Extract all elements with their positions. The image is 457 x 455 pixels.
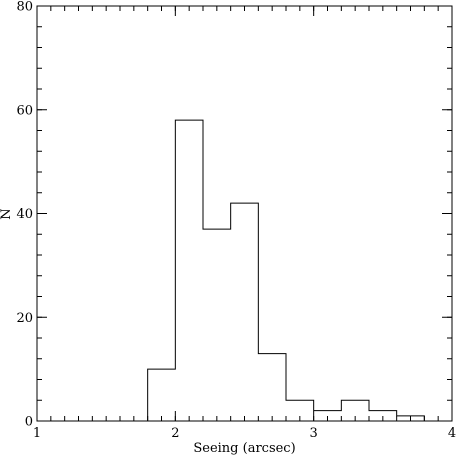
x-tick-label: 4 bbox=[448, 426, 456, 441]
histogram-bar bbox=[203, 229, 231, 421]
histogram-outline bbox=[37, 119, 452, 422]
y-tick-label: 20 bbox=[16, 311, 33, 326]
major-ticks bbox=[36, 5, 453, 422]
y-tick-label: 80 bbox=[16, 0, 33, 15]
y-axis-label: N bbox=[0, 208, 14, 219]
y-tick-label: 40 bbox=[16, 207, 33, 222]
plot-frame bbox=[36, 5, 453, 422]
x-tick-label: 1 bbox=[33, 426, 41, 441]
x-tick-label: 2 bbox=[171, 426, 179, 441]
minor-ticks bbox=[37, 6, 452, 421]
histogram-bar bbox=[148, 369, 176, 421]
x-tick-label: 3 bbox=[310, 426, 318, 441]
histogram-bar bbox=[258, 354, 286, 421]
y-tick-label: 60 bbox=[16, 103, 33, 118]
y-tick-label: 0 bbox=[25, 415, 33, 430]
x-axis-label: Seeing (arcsec) bbox=[193, 441, 295, 455]
histogram-bar bbox=[175, 120, 203, 421]
histogram-bar bbox=[231, 203, 259, 421]
